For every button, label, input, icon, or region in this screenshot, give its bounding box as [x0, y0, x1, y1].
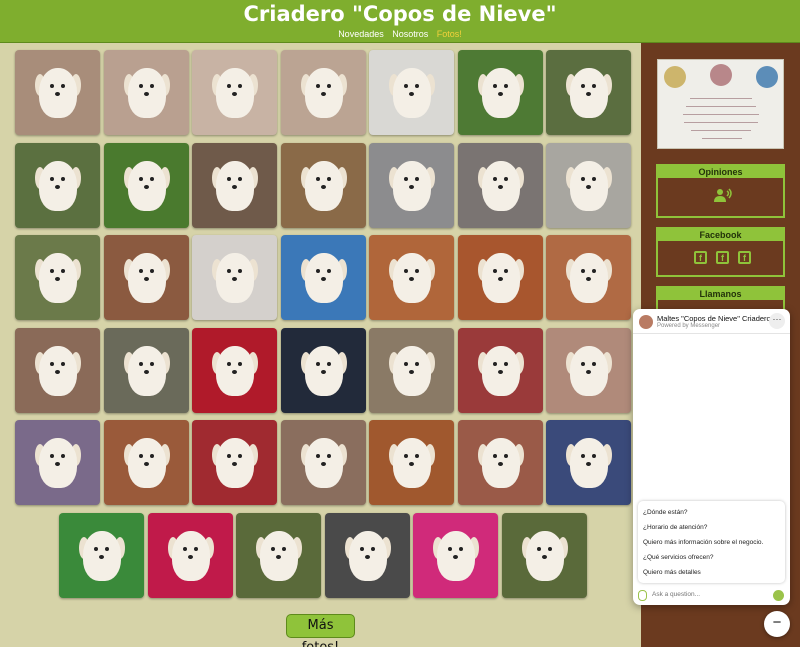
certificate-seal-center [710, 64, 732, 86]
gallery-photo[interactable] [192, 420, 277, 505]
gallery-photo[interactable] [369, 50, 454, 135]
gallery-photo[interactable] [103, 235, 189, 320]
nav-nosotros[interactable]: Nosotros [392, 29, 429, 39]
gallery-photo[interactable] [457, 327, 543, 413]
gallery-photo[interactable] [324, 512, 410, 598]
page-avatar [639, 315, 653, 329]
gallery-photo[interactable] [59, 512, 144, 598]
quick-reply-where[interactable]: ¿Dónde están? [643, 509, 688, 516]
chat-divider [633, 333, 790, 334]
photo-gallery: Más fotos! [0, 43, 641, 647]
gallery-photo[interactable] [546, 420, 631, 505]
certificate-seal-right [756, 66, 778, 88]
breeder-certificate [657, 59, 784, 149]
people-icon [714, 188, 732, 202]
quick-reply-services[interactable]: ¿Qué servicios ofrecen? [643, 554, 714, 561]
gallery-photo[interactable] [15, 420, 100, 505]
gallery-photo[interactable] [546, 142, 631, 228]
site-header: Criadero "Copos de Nieve" Novedades Noso… [0, 0, 800, 43]
gallery-photo[interactable] [546, 235, 631, 320]
gallery-photo[interactable] [15, 50, 100, 135]
site-title: Criadero "Copos de Nieve" [243, 2, 557, 26]
facebook-icon-1[interactable]: f [694, 251, 707, 264]
gallery-photo[interactable] [546, 50, 631, 135]
gallery-photo[interactable] [501, 512, 587, 598]
gallery-photo[interactable] [236, 512, 321, 598]
main-nav: Novedades Nosotros Fotos! [0, 29, 800, 39]
gallery-photo[interactable] [369, 235, 454, 320]
gallery-photo[interactable] [280, 235, 366, 320]
gallery-photo[interactable] [103, 142, 189, 228]
messenger-chat-panel[interactable]: Maltes "Copos de Nieve" Criadero Powered… [633, 309, 790, 605]
gallery-photo[interactable] [103, 327, 189, 413]
gallery-photo[interactable] [192, 142, 277, 228]
facebook-icon-2[interactable]: f [716, 251, 729, 264]
gallery-photo[interactable] [103, 420, 189, 505]
gallery-photo[interactable] [15, 327, 100, 413]
gallery-photo[interactable] [15, 235, 100, 320]
chat-input[interactable] [652, 591, 762, 598]
gallery-photo[interactable] [103, 50, 189, 135]
powered-by-text: Powered by Messenger [657, 323, 721, 329]
nav-novedades[interactable]: Novedades [338, 29, 384, 39]
gallery-photo[interactable] [369, 420, 454, 505]
facebook-icon-3[interactable]: f [738, 251, 751, 264]
gallery-photo[interactable] [280, 420, 366, 505]
gallery-photo[interactable] [192, 50, 277, 135]
calls-title: Llamanos [658, 288, 783, 300]
opinions-title: Opiniones [658, 166, 783, 178]
gallery-photo[interactable] [369, 142, 454, 228]
gallery-photo[interactable] [192, 235, 277, 320]
quick-reply-details[interactable]: Quiero más detalles [643, 569, 701, 576]
chat-input-row [633, 588, 790, 605]
attach-icon[interactable] [638, 590, 647, 601]
gallery-photo[interactable] [280, 142, 366, 228]
nav-fotos[interactable]: Fotos! [436, 29, 462, 39]
gallery-photo[interactable] [369, 327, 454, 413]
gallery-photo[interactable] [546, 327, 631, 413]
gallery-photo[interactable] [457, 420, 543, 505]
gallery-photo[interactable] [147, 512, 233, 598]
quick-reply-hours[interactable]: ¿Horario de atención? [643, 524, 708, 531]
gallery-photo[interactable] [192, 327, 277, 413]
facebook-title: Facebook [658, 229, 783, 241]
gallery-photo[interactable] [457, 235, 543, 320]
certificate-seal-left [664, 66, 686, 88]
quick-reply-info[interactable]: Quiero más información sobre el negocio. [643, 539, 764, 546]
opinions-box[interactable]: Opiniones [656, 164, 785, 218]
gallery-photo[interactable] [413, 512, 498, 598]
more-photos-button[interactable]: Más fotos! [286, 614, 355, 647]
more-options-icon[interactable]: ··· [769, 313, 785, 329]
close-chat-button[interactable]: − [764, 611, 790, 637]
gallery-photo[interactable] [280, 327, 366, 413]
gallery-photo[interactable] [280, 50, 366, 135]
quick-replies: ¿Dónde están? ¿Horario de atención? Quie… [638, 501, 785, 583]
gallery-photo[interactable] [15, 142, 100, 228]
chat-page-name: Maltes "Copos de Nieve" Criadero [657, 314, 771, 323]
gallery-photo[interactable] [457, 50, 543, 135]
facebook-box: Facebook f f f [656, 227, 785, 277]
emoji-icon[interactable] [773, 590, 784, 601]
gallery-photo[interactable] [457, 142, 543, 228]
